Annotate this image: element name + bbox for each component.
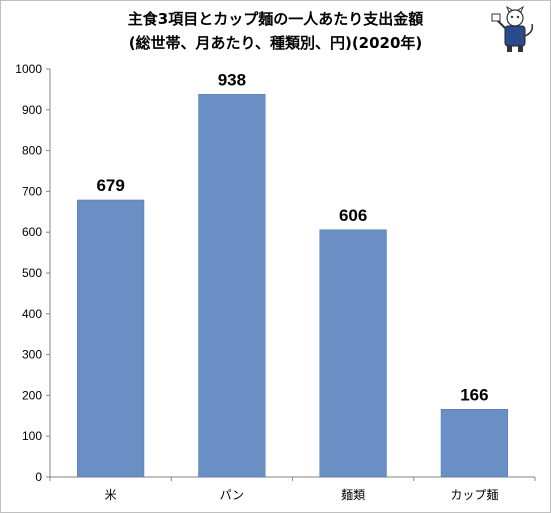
x-category-label: 麺類 — [341, 488, 365, 502]
y-tick-label: 300 — [22, 348, 42, 362]
y-tick-label: 500 — [22, 266, 42, 280]
y-tick-label: 200 — [22, 388, 42, 402]
y-tick-label: 800 — [22, 144, 42, 158]
plot-area: 0 100 200 300 400 500 600 700 800 900 1000 米 パン 麺類 カッ… — [15, 62, 536, 502]
y-tick-label: 700 — [22, 184, 42, 198]
y-tick-label: 0 — [35, 470, 42, 484]
bar — [440, 409, 508, 478]
bar — [198, 94, 266, 478]
y-tick-label: 400 — [22, 307, 42, 321]
chart-title: 主食3項目とカップ麺の一人あたり支出金額 — [127, 10, 424, 28]
cat-mascot-icon — [491, 6, 534, 52]
x-category-label: 米 — [105, 488, 117, 502]
y-tick-label: 1000 — [15, 62, 42, 76]
y-tick-label: 600 — [22, 225, 42, 239]
x-category-label: パン — [220, 488, 245, 502]
bar-value-label: 606 — [339, 206, 367, 225]
bar — [319, 229, 387, 478]
bar — [77, 199, 145, 478]
x-category-label: カップ麺 — [450, 488, 498, 502]
bar-value-label: 938 — [218, 70, 246, 89]
bar-value-label: 166 — [460, 385, 488, 404]
chart-subtitle: (総世帯、月あたり、種類別、円)(2020年) — [128, 34, 423, 52]
y-tick-label: 900 — [22, 103, 42, 117]
y-tick-label: 100 — [22, 429, 42, 443]
bar-value-label: 679 — [96, 176, 124, 195]
